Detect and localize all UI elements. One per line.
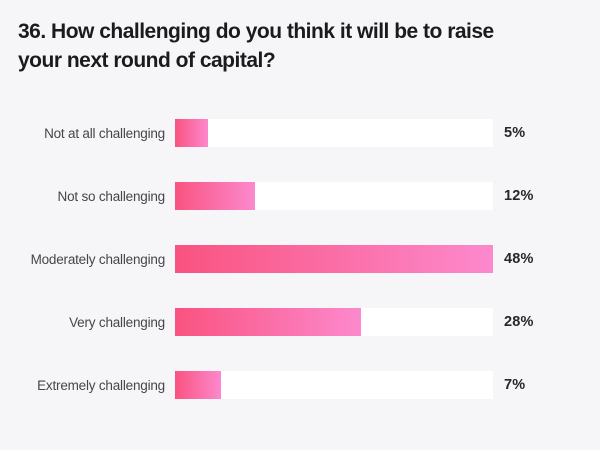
bar-fill (175, 371, 222, 399)
bar-track (175, 245, 493, 273)
bar-fill (175, 182, 255, 210)
bar-track (175, 371, 493, 399)
bar-track (175, 182, 493, 210)
value-label: 28% (504, 314, 534, 330)
value-label: 7% (504, 377, 526, 393)
bar-row: Moderately challenging 48% (0, 245, 600, 273)
bar-row: Very challenging 28% (0, 308, 600, 336)
chart-title-line-2: your next round of capital? (18, 49, 276, 72)
category-label: Not at all challenging (44, 125, 165, 141)
bar-fill (175, 119, 209, 147)
bar-track (175, 308, 493, 336)
bar-track (175, 119, 493, 147)
value-label: 48% (504, 251, 534, 267)
bar-row: Not at all challenging 5% (0, 119, 600, 147)
category-label: Extremely challenging (37, 377, 165, 393)
chart-title: 36. How challenging do you think it will… (0, 0, 600, 75)
category-label: Not so challenging (57, 188, 166, 204)
value-label: 12% (504, 188, 534, 204)
value-label: 5% (504, 125, 526, 141)
bar-row: Extremely challenging 7% (0, 371, 600, 399)
chart-title-line-1: 36. How challenging do you think it will… (18, 20, 494, 43)
category-label: Very challenging (69, 314, 165, 330)
bar-fill (175, 308, 361, 336)
bar-fill (175, 245, 493, 273)
bar-chart: Not at all challenging 5% Not so challen… (0, 119, 600, 399)
bar-row: Not so challenging 12% (0, 182, 600, 210)
category-label: Moderately challenging (30, 251, 166, 267)
